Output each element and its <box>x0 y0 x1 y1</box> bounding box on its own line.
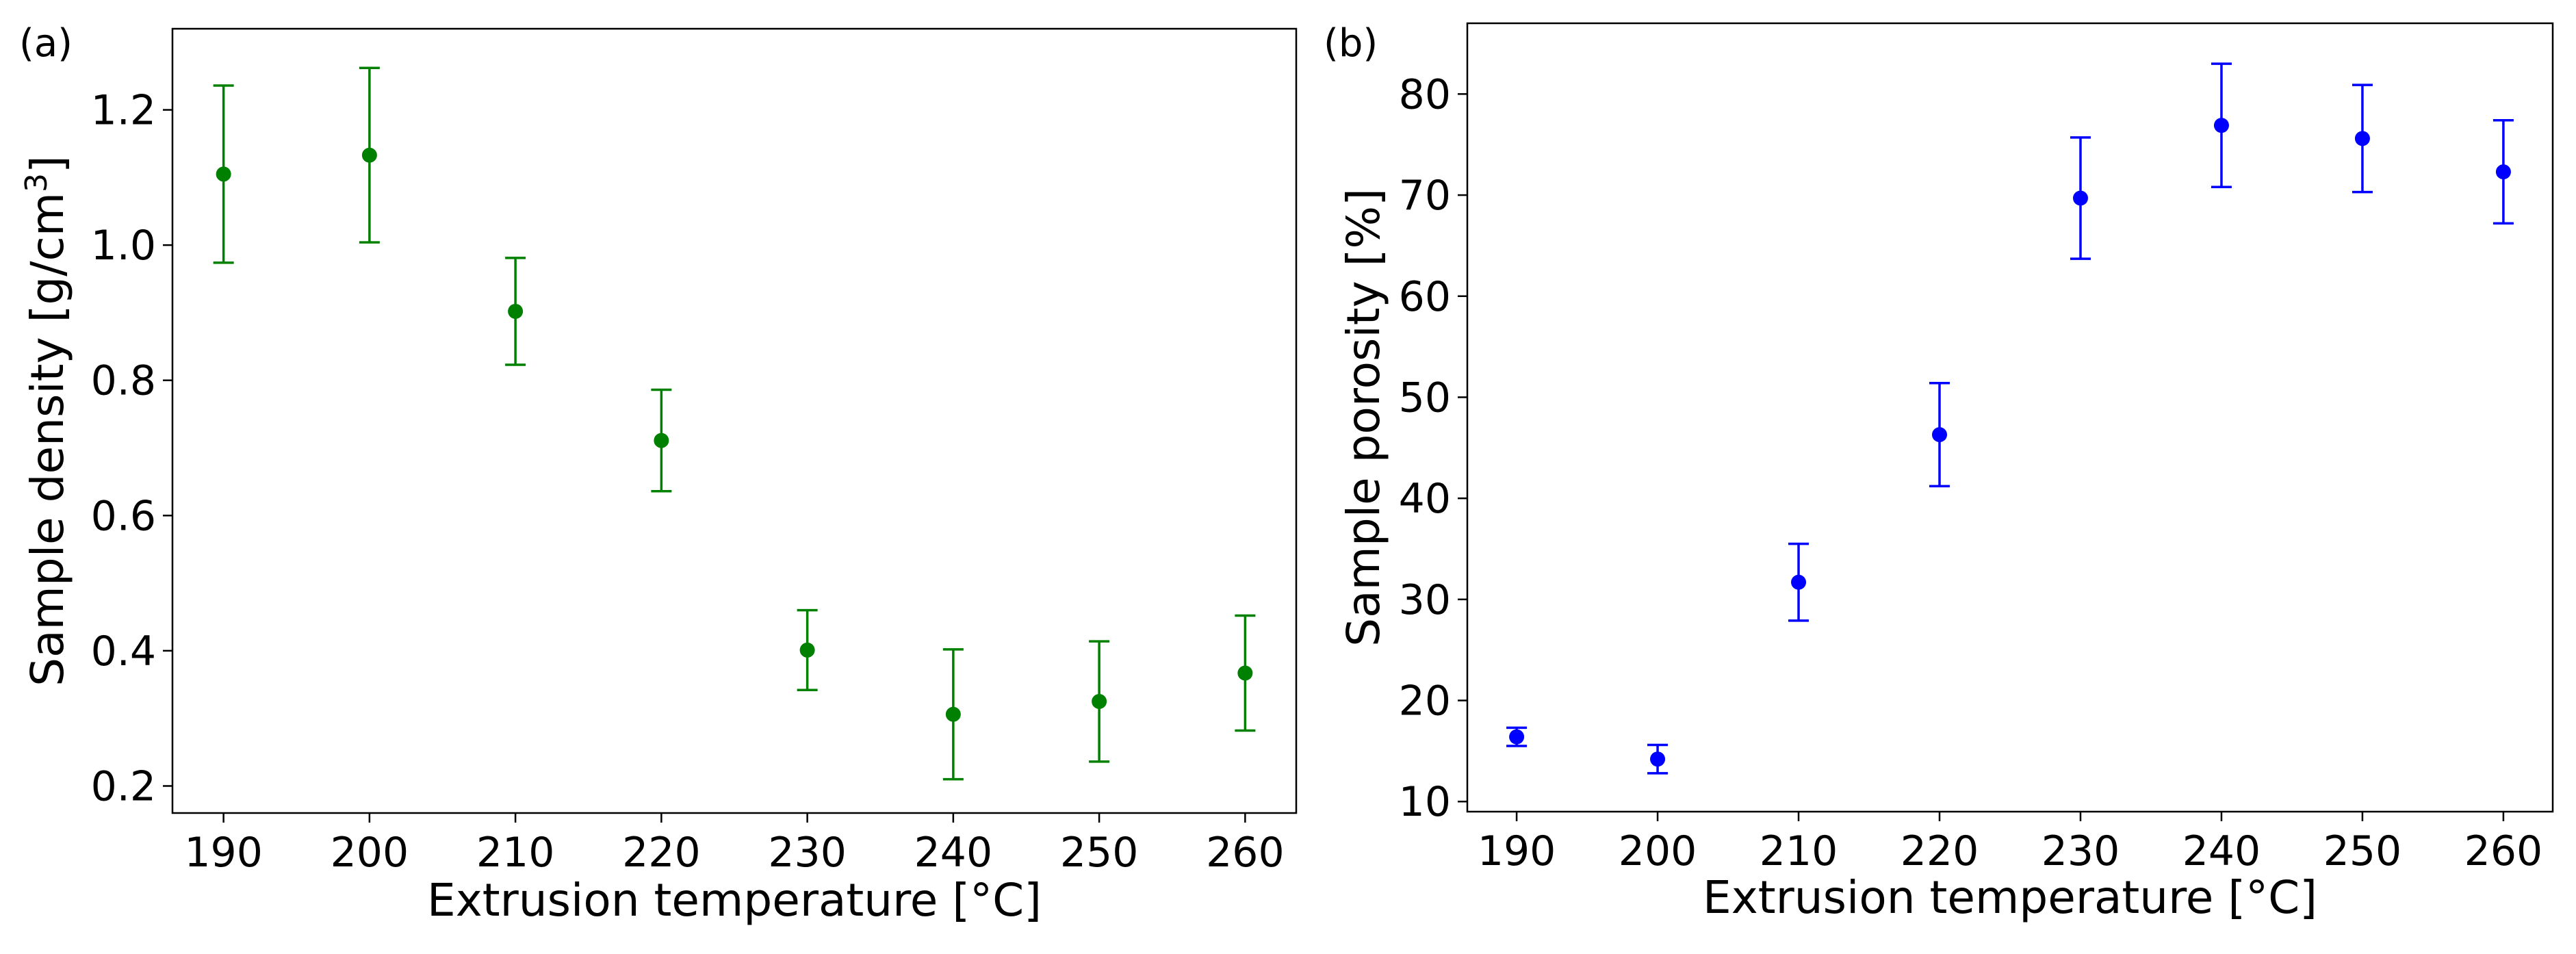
panel-b-marks <box>1506 62 2514 775</box>
y-tick-label-b: 80 <box>1399 70 1451 118</box>
marker-b <box>2213 118 2229 133</box>
x-tick-label-a: 210 <box>476 829 555 877</box>
x-tick-label-a: 260 <box>1206 829 1285 877</box>
marker-b <box>2072 190 2088 206</box>
x-axis-ticks-a: 190 200 210 220 230 240 250 260 <box>184 813 1285 877</box>
data-point-b-250 <box>2352 83 2373 194</box>
y-tick-label-b: 20 <box>1399 678 1451 725</box>
x-tick-label-b: 210 <box>1760 827 1838 875</box>
x-tick-label-a: 200 <box>331 829 409 877</box>
marker-a <box>654 433 669 448</box>
data-point-b-260 <box>2493 119 2514 225</box>
data-point-b-200 <box>1647 743 1669 775</box>
y-tick-label-a: 1.0 <box>91 222 156 270</box>
y-tick-label-b: 50 <box>1399 374 1451 422</box>
y-tick-label-a: 0.6 <box>91 492 156 540</box>
y-tick-label-a: 0.8 <box>91 357 156 405</box>
x-axis-title-b: Extrusion temperature [°C] <box>1703 871 2317 924</box>
data-point-a-230 <box>797 608 818 691</box>
data-point-a-250 <box>1089 640 1110 763</box>
data-point-b-210 <box>1788 542 1809 622</box>
marker-b <box>2354 131 2370 146</box>
data-point-a-190 <box>213 84 234 264</box>
marker-a <box>799 642 815 658</box>
plot-frame-b <box>1466 22 2554 813</box>
data-point-b-220 <box>1929 382 1950 488</box>
x-tick-label-a: 240 <box>914 829 993 877</box>
data-point-b-190 <box>1506 726 1528 747</box>
x-tick-label-b: 190 <box>1478 827 1556 875</box>
panel-a-marks <box>213 66 1256 781</box>
marker-b <box>1932 427 1948 443</box>
x-tick-label-b: 260 <box>2464 827 2543 875</box>
y-axis-title-a-superscript: 3 <box>19 173 54 192</box>
x-tick-label-a: 220 <box>622 829 701 877</box>
panel-b-porosity-chart: (b) 190 200 210 220 230 240 250 260 10 20 30 40 50 6… <box>1324 21 2554 924</box>
panel-label-b: (b) <box>1324 21 1378 66</box>
data-point-b-240 <box>2211 62 2232 189</box>
marker-a <box>1092 693 1107 709</box>
marker-a <box>508 303 524 319</box>
x-tick-label-a: 190 <box>184 829 263 877</box>
y-tick-label-a: 0.4 <box>91 628 156 675</box>
x-tick-label-b: 240 <box>2182 827 2261 875</box>
y-axis-ticks-a: 0.2 0.4 0.6 0.8 1.0 1.2 <box>91 87 172 810</box>
y-axis-title-a-base: Sample density [g/cm <box>21 192 74 686</box>
y-tick-label-b: 60 <box>1399 273 1451 321</box>
marker-b <box>2495 164 2511 180</box>
plot-frame-a <box>171 27 1298 814</box>
y-axis-ticks-b: 10 20 30 40 50 60 70 80 <box>1399 70 1467 826</box>
marker-b <box>1509 729 1525 745</box>
data-point-a-240 <box>942 648 964 781</box>
data-point-a-200 <box>359 66 380 244</box>
marker-b <box>1791 574 1807 590</box>
marker-a <box>1237 665 1253 681</box>
panel-label-a: (a) <box>19 21 73 66</box>
marker-a <box>945 706 961 722</box>
y-tick-label-b: 10 <box>1399 778 1451 826</box>
data-point-a-220 <box>651 388 672 493</box>
marker-a <box>361 147 377 163</box>
y-axis-title-b: Sample porosity [%] <box>1337 188 1390 647</box>
x-tick-label-b: 250 <box>2323 827 2402 875</box>
x-tick-label-b: 220 <box>1901 827 1979 875</box>
panel-a-density-chart: (a) 190 200 210 220 230 240 250 260 0.20.40.60.… <box>19 21 1298 927</box>
data-point-b-230 <box>2070 136 2091 260</box>
x-axis-ticks-b: 190 200 210 220 230 240 250 260 <box>1478 812 2542 875</box>
y-tick-label-b: 40 <box>1399 475 1451 523</box>
y-tick-label-a: 1.2 <box>91 87 156 135</box>
x-tick-label-b: 230 <box>2042 827 2120 875</box>
y-axis-title-a: Sample density [g/cm3] <box>19 155 74 686</box>
x-tick-label-a: 250 <box>1060 829 1139 877</box>
marker-b <box>1650 751 1666 767</box>
y-axis-title-a-end: ] <box>21 155 74 173</box>
y-tick-label-b: 30 <box>1399 576 1451 624</box>
data-point-a-210 <box>505 257 526 366</box>
data-point-a-260 <box>1235 614 1256 732</box>
y-tick-label-b: 70 <box>1399 172 1451 220</box>
marker-a <box>216 166 231 182</box>
x-tick-label-a: 230 <box>768 829 847 877</box>
x-tick-label-b: 200 <box>1619 827 1697 875</box>
y-tick-label-a: 0.2 <box>91 762 156 810</box>
x-axis-title-a: Extrusion temperature [°C] <box>427 874 1042 927</box>
